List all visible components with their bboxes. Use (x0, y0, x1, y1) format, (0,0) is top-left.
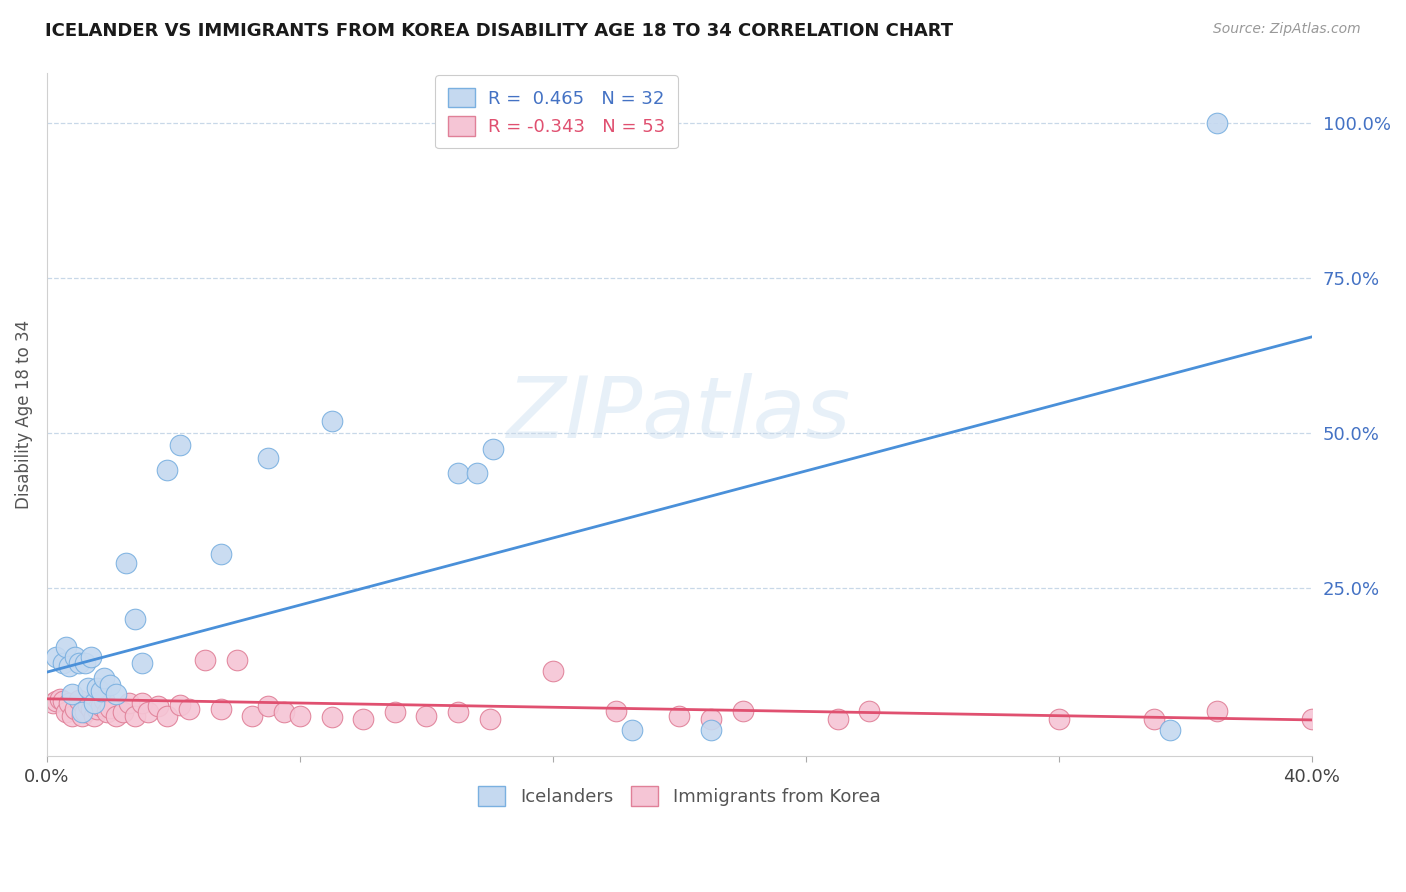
Point (447, 467, 470, 481)
Point (93, 693, 115, 707)
Point (73, 656, 96, 670)
Point (700, 712, 723, 726)
Point (60, 687, 83, 701)
Text: ICELANDER VS IMMIGRANTS FROM KOREA DISABILITY AGE 18 TO 34 CORRELATION CHART: ICELANDER VS IMMIGRANTS FROM KOREA DISAB… (45, 22, 953, 40)
Text: ZIPatlas: ZIPatlas (508, 373, 852, 456)
Point (209, 547, 232, 561)
Point (96, 706, 118, 720)
Point (731, 704, 754, 718)
Point (52, 694, 75, 708)
Point (169, 698, 191, 712)
Point (1206, 704, 1229, 718)
Point (77, 698, 100, 712)
Point (58, 696, 80, 710)
Point (77, 681, 100, 695)
Point (55, 706, 77, 720)
Point (105, 687, 128, 701)
Point (1143, 712, 1166, 726)
Point (118, 696, 141, 710)
Point (86, 702, 108, 716)
Point (352, 712, 374, 726)
Point (65, 702, 87, 716)
Point (83, 708, 105, 723)
Point (225, 653, 247, 667)
Point (1047, 712, 1070, 726)
Point (60, 708, 83, 723)
Point (42, 696, 65, 710)
Point (115, 557, 138, 571)
Point (156, 463, 179, 477)
Legend: Icelanders, Immigrants from Korea: Icelanders, Immigrants from Korea (465, 773, 893, 819)
Point (242, 708, 264, 723)
Point (83, 696, 105, 710)
Point (321, 710, 343, 724)
Point (384, 706, 406, 720)
Point (86, 681, 108, 695)
Point (288, 708, 311, 723)
Point (415, 708, 437, 723)
Point (209, 702, 232, 716)
Point (70, 708, 93, 723)
Point (1301, 712, 1323, 726)
Point (45, 649, 67, 664)
Point (700, 723, 723, 737)
Point (273, 706, 295, 720)
Point (541, 665, 564, 679)
Point (827, 712, 849, 726)
Y-axis label: Disability Age 18 to 34: Disability Age 18 to 34 (15, 320, 32, 509)
Point (73, 706, 96, 720)
Point (478, 712, 501, 726)
Point (620, 723, 643, 737)
Point (146, 699, 169, 714)
Point (131, 696, 153, 710)
Point (465, 467, 488, 481)
Point (67, 656, 90, 670)
Point (90, 699, 112, 714)
Point (124, 612, 146, 626)
Point (605, 704, 627, 718)
Point (179, 702, 201, 716)
Point (48, 691, 70, 706)
Point (858, 704, 880, 718)
Point (668, 708, 690, 723)
Point (65, 649, 87, 664)
Point (257, 699, 280, 714)
Point (98, 677, 121, 691)
Point (80, 702, 103, 716)
Text: Source: ZipAtlas.com: Source: ZipAtlas.com (1213, 22, 1361, 37)
Point (90, 683, 112, 698)
Point (194, 653, 217, 667)
Point (257, 450, 280, 465)
Point (105, 708, 128, 723)
Point (321, 414, 343, 428)
Point (447, 706, 470, 720)
Point (156, 708, 179, 723)
Point (124, 708, 146, 723)
Point (481, 442, 503, 456)
Point (67, 693, 90, 707)
Point (98, 700, 121, 714)
Point (70, 706, 93, 720)
Point (45, 694, 67, 708)
Point (80, 649, 103, 664)
Point (52, 656, 75, 670)
Point (111, 706, 134, 720)
Point (1206, 115, 1229, 129)
Point (1159, 723, 1181, 737)
Point (169, 438, 191, 452)
Point (55, 640, 77, 655)
Point (136, 706, 159, 720)
Point (58, 659, 80, 673)
Point (93, 671, 115, 685)
Point (131, 656, 153, 670)
